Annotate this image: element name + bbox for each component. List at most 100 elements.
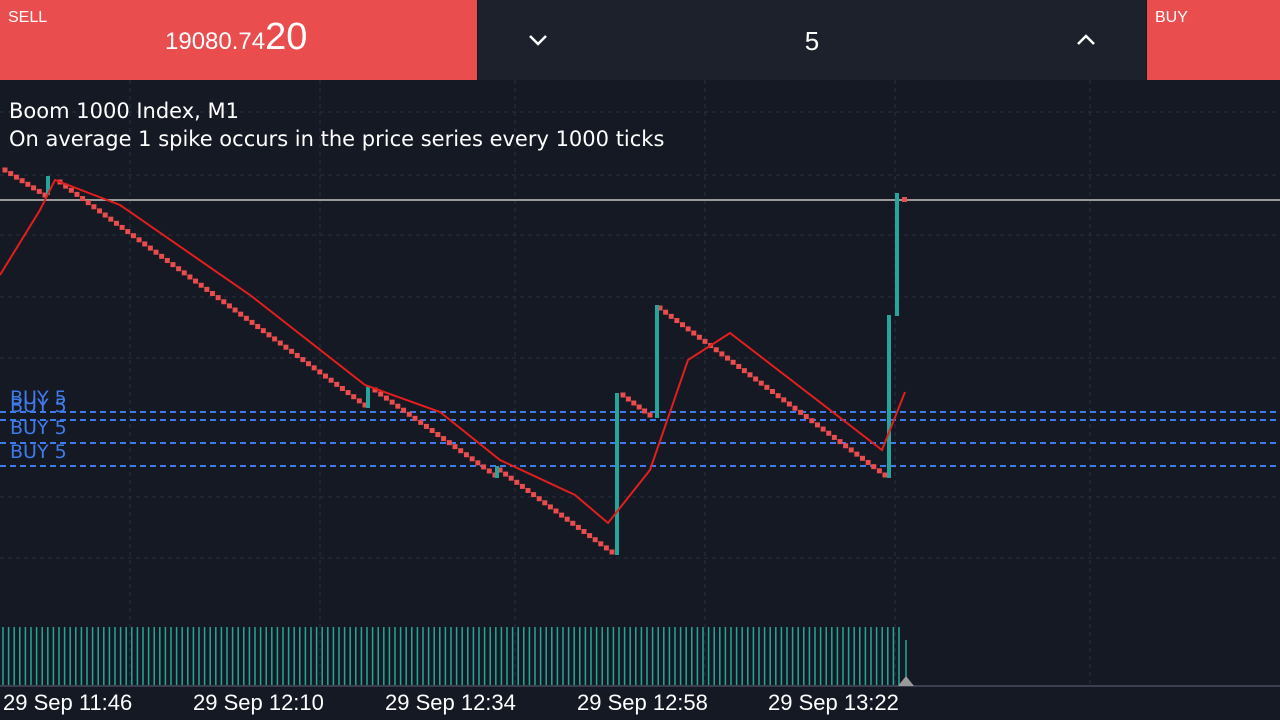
candle xyxy=(334,381,340,387)
decrease-button[interactable] xyxy=(526,28,550,52)
candle xyxy=(603,545,609,551)
order-bar: SELL 19080.7420 5 BUY xyxy=(0,0,1280,80)
candle xyxy=(91,204,97,210)
candle xyxy=(372,387,378,393)
candle xyxy=(446,440,452,446)
candle xyxy=(423,423,429,429)
candle xyxy=(469,456,475,462)
candle xyxy=(170,262,176,268)
candle xyxy=(311,365,317,371)
candle xyxy=(831,434,837,440)
spike-candle xyxy=(615,393,619,555)
candle xyxy=(775,393,781,399)
candle xyxy=(668,313,674,319)
candle xyxy=(519,483,525,489)
sell-button[interactable]: SELL 19080.7420 xyxy=(0,0,477,80)
candle xyxy=(531,492,537,498)
candle xyxy=(136,237,142,243)
candle xyxy=(463,452,469,458)
candle xyxy=(147,245,153,251)
candle xyxy=(657,305,663,311)
candle xyxy=(663,309,669,315)
candle xyxy=(781,397,787,403)
candle xyxy=(860,455,865,461)
candle xyxy=(575,524,581,530)
candle xyxy=(215,295,221,301)
candle xyxy=(142,241,148,247)
volume-selector: 5 xyxy=(478,0,1146,80)
candle xyxy=(680,322,685,328)
candle xyxy=(559,512,565,518)
candle xyxy=(625,396,631,402)
candle xyxy=(542,500,548,506)
candle xyxy=(406,411,412,417)
candle xyxy=(277,340,283,346)
candle xyxy=(74,191,80,197)
candle xyxy=(581,529,587,534)
candle xyxy=(452,444,458,450)
buy-button[interactable]: BUY xyxy=(1147,0,1280,80)
candle xyxy=(713,347,719,353)
candle xyxy=(345,390,351,396)
candle xyxy=(232,307,238,313)
candle xyxy=(378,391,384,397)
candle xyxy=(741,368,747,374)
candle xyxy=(871,464,877,470)
candle xyxy=(412,415,418,421)
candle xyxy=(803,414,809,420)
increase-button[interactable] xyxy=(1074,28,1098,52)
candle xyxy=(764,384,770,390)
candle xyxy=(820,426,826,432)
candle xyxy=(647,412,653,418)
candle xyxy=(322,373,328,379)
candle xyxy=(221,299,227,305)
candle xyxy=(570,520,576,526)
candle xyxy=(159,253,165,259)
candle xyxy=(193,278,199,284)
candle xyxy=(85,200,91,206)
candle xyxy=(725,355,730,361)
order-label: BUY 5 xyxy=(10,441,67,463)
candle xyxy=(609,549,615,555)
candle xyxy=(636,404,642,410)
spike-candle xyxy=(366,386,370,408)
candle xyxy=(125,229,131,235)
price-big: 20 xyxy=(265,16,308,58)
candle xyxy=(36,188,42,194)
candle xyxy=(854,451,860,457)
order-label: BUY 5 xyxy=(10,387,67,409)
candle xyxy=(497,467,503,473)
candle xyxy=(362,402,368,408)
candle xyxy=(187,274,193,280)
candle xyxy=(63,183,69,189)
candle xyxy=(792,405,798,411)
candle xyxy=(181,270,187,276)
candle xyxy=(339,385,345,391)
candle xyxy=(736,363,742,369)
spike-candle xyxy=(887,315,891,478)
candle xyxy=(19,178,25,184)
candle xyxy=(730,359,736,365)
candle xyxy=(786,401,792,407)
candle xyxy=(848,447,854,453)
candle xyxy=(113,220,119,226)
candle xyxy=(587,533,593,539)
price-main: 19080.74 xyxy=(165,28,266,55)
order-label: BUY 5 xyxy=(10,395,67,417)
volume-value[interactable]: 5 xyxy=(804,26,820,56)
candle xyxy=(882,472,888,478)
candle xyxy=(826,430,832,436)
candle xyxy=(272,336,278,342)
candle xyxy=(902,197,907,202)
candle xyxy=(747,372,753,378)
candle xyxy=(553,508,559,514)
candle xyxy=(503,471,509,477)
candle xyxy=(429,427,435,433)
candle xyxy=(696,334,702,340)
candle xyxy=(306,361,312,367)
candle xyxy=(176,266,182,272)
candle xyxy=(598,541,604,547)
candle xyxy=(753,376,759,382)
symbol-title: Boom 1000 Index, M1 xyxy=(9,99,239,123)
candle xyxy=(401,407,407,413)
